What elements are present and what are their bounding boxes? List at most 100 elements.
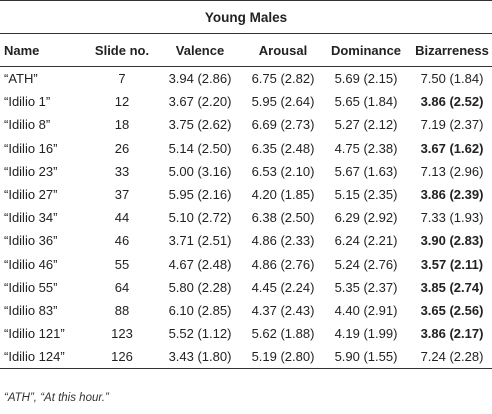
cell-name: “Idilio 8”: [4, 117, 51, 133]
table-row: “Idilio 27” 37 5.95 (2.16) 4.20 (1.85) 5.15 …: [0, 183, 492, 206]
cell-bizarreness: 3.85 (2.74): [420, 279, 484, 295]
cell-valence: 3.67 (2.20): [168, 94, 232, 110]
cell-arousal: 5.62 (1.88): [251, 326, 315, 342]
cell-slide-no: 37: [114, 187, 130, 203]
cell-bizarreness: 7.33 (1.93): [420, 210, 484, 226]
cell-slide-no: 7: [118, 71, 126, 87]
cell-valence: 4.67 (2.48): [168, 256, 232, 272]
table-row: “Idilio 16” 26 5.14 (2.50) 6.35 (2.48) 4.75 …: [0, 137, 492, 160]
cell-arousal: 5.95 (2.64): [251, 94, 315, 110]
cell-arousal: 6.38 (2.50): [251, 210, 315, 226]
cell-valence: 3.43 (1.80): [158, 345, 242, 370]
cell-bizarreness: 3.86 (2.17): [420, 326, 484, 342]
table-body: “ATH” 7 3.94 (2.86) 6.75 (2.82) 5.69 (2.15) 7…: [0, 67, 492, 370]
header-arousal: Arousal: [242, 34, 324, 67]
cell-name: “ATH”: [4, 71, 38, 87]
cell-slide-no: 64: [114, 279, 130, 295]
cell-dominance: 5.24 (2.76): [334, 256, 398, 272]
cell-valence: 3.71 (2.51): [168, 233, 232, 249]
cell-arousal: 4.86 (2.33): [251, 233, 315, 249]
table-row: “Idilio 1” 12 3.67 (2.20) 5.95 (2.64) 5.65 (…: [0, 90, 492, 113]
table-row: “Idilio 36” 46 3.71 (2.51) 4.86 (2.33) 6.24 …: [0, 229, 492, 252]
cell-dominance: 4.75 (2.38): [334, 140, 398, 156]
table-row: “ATH” 7 3.94 (2.86) 6.75 (2.82) 5.69 (2.15) 7…: [0, 67, 492, 91]
cell-dominance: 5.67 (1.63): [334, 163, 398, 179]
cell-dominance: 5.65 (1.84): [334, 94, 398, 110]
cell-bizarreness: 3.57 (2.11): [420, 256, 484, 272]
cell-arousal: 6.35 (2.48): [251, 140, 315, 156]
cell-dominance: 6.29 (2.92): [334, 210, 398, 226]
table-row: “Idilio 55” 64 5.80 (2.28) 4.45 (2.24) 5.35 …: [0, 276, 492, 299]
header-name: Name: [0, 34, 86, 67]
cell-slide-no: 46: [114, 233, 130, 249]
cell-bizarreness: 7.50 (1.84): [420, 71, 484, 87]
data-table-container: Young Males Name Slide no. Valence Arous…: [0, 0, 492, 370]
cell-bizarreness: 3.90 (2.83): [420, 233, 484, 249]
cell-valence: 5.80 (2.28): [168, 279, 232, 295]
cell-valence: 5.00 (3.16): [168, 163, 232, 179]
cell-dominance: 5.69 (2.15): [334, 71, 398, 87]
cell-slide-no: 12: [114, 94, 130, 110]
table-header-row: Name Slide no. Valence Arousal Dominance…: [0, 34, 492, 67]
table-row: “Idilio 124” 126 3.43 (1.80) 5.19 (2.80) 5.9…: [0, 345, 492, 370]
cell-slide-no: 26: [114, 140, 130, 156]
cell-dominance: 6.24 (2.21): [334, 233, 398, 249]
cell-arousal: 6.75 (2.82): [251, 71, 315, 87]
cell-slide-no: 33: [114, 163, 130, 179]
cell-bizarreness: 7.13 (2.96): [420, 163, 484, 179]
cell-name: “Idilio 124”: [0, 345, 86, 370]
cell-bizarreness: 3.86 (2.52): [420, 94, 484, 110]
cell-valence: 6.10 (2.85): [168, 302, 232, 318]
cell-arousal: 4.20 (1.85): [251, 187, 315, 203]
cell-name: “Idilio 121”: [4, 326, 65, 342]
cell-valence: 3.75 (2.62): [168, 117, 232, 133]
cell-bizarreness: 3.86 (2.39): [420, 187, 484, 203]
cell-bizarreness: 7.19 (2.37): [420, 117, 484, 133]
table-row: “Idilio 46” 55 4.67 (2.48) 4.86 (2.76) 5.24 …: [0, 253, 492, 276]
table-row: “Idilio 121” 123 5.52 (1.12) 5.62 (1.88) 4.1…: [0, 322, 492, 345]
cell-bizarreness: 7.24 (2.28): [408, 345, 492, 370]
cell-arousal: 6.53 (2.10): [251, 163, 315, 179]
cell-valence: 5.14 (2.50): [168, 140, 232, 156]
cell-name: “Idilio 46”: [4, 256, 58, 272]
header-bizarreness: Bizarreness: [408, 34, 492, 67]
cell-arousal: 4.86 (2.76): [251, 256, 315, 272]
cell-dominance: 4.40 (2.91): [334, 302, 398, 318]
cell-name: “Idilio 34”: [4, 210, 58, 226]
cell-arousal: 6.69 (2.73): [251, 117, 315, 133]
cell-slide-no: 18: [114, 117, 130, 133]
table-title: Young Males: [0, 0, 492, 34]
cell-name: “Idilio 55”: [4, 279, 58, 295]
cell-name: “Idilio 1”: [4, 94, 51, 110]
header-valence: Valence: [158, 34, 242, 67]
data-table: Name Slide no. Valence Arousal Dominance…: [0, 34, 492, 370]
table-footnote: “ATH”, “At this hour.”: [4, 392, 109, 404]
cell-name: “Idilio 23”: [4, 163, 58, 179]
table-row: “Idilio 83” 88 6.10 (2.85) 4.37 (2.43) 4.40 …: [0, 299, 492, 322]
table-row: “Idilio 8” 18 3.75 (2.62) 6.69 (2.73) 5.27 (…: [0, 113, 492, 136]
cell-bizarreness: 3.67 (1.62): [420, 140, 484, 156]
cell-name: “Idilio 83”: [4, 302, 58, 318]
cell-name: “Idilio 16”: [4, 140, 58, 156]
cell-dominance: 4.19 (1.99): [334, 326, 398, 342]
cell-slide-no: 123: [111, 326, 133, 342]
cell-name: “Idilio 36”: [4, 233, 58, 249]
cell-dominance: 5.35 (2.37): [334, 279, 398, 295]
cell-dominance: 5.90 (1.55): [324, 345, 408, 370]
cell-valence: 5.95 (2.16): [168, 187, 232, 203]
header-slide-no: Slide no.: [86, 34, 158, 67]
header-dominance: Dominance: [324, 34, 408, 67]
cell-arousal: 5.19 (2.80): [242, 345, 324, 370]
cell-dominance: 5.27 (2.12): [334, 117, 398, 133]
cell-valence: 5.10 (2.72): [168, 210, 232, 226]
table-row: “Idilio 34” 44 5.10 (2.72) 6.38 (2.50) 6.29 …: [0, 206, 492, 229]
cell-slide-no: 55: [114, 256, 130, 272]
cell-slide-no: 126: [86, 345, 158, 370]
cell-slide-no: 44: [114, 210, 130, 226]
cell-arousal: 4.45 (2.24): [251, 279, 315, 295]
table-row: “Idilio 23” 33 5.00 (3.16) 6.53 (2.10) 5.67 …: [0, 160, 492, 183]
cell-valence: 5.52 (1.12): [168, 326, 232, 342]
cell-slide-no: 88: [114, 302, 130, 318]
cell-name: “Idilio 27”: [4, 187, 58, 203]
cell-arousal: 4.37 (2.43): [251, 302, 315, 318]
